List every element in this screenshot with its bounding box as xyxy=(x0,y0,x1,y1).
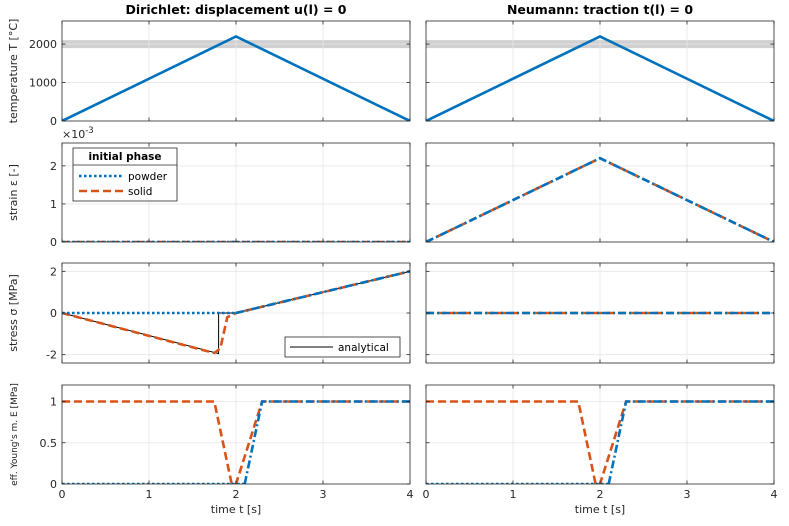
y-axis-label: stress σ [MPa] xyxy=(7,274,20,351)
x-tick-label: 4 xyxy=(407,488,414,501)
series-group xyxy=(426,156,774,242)
panel-strain-dirichlet: 0 1 2 strain ε [-] ×10-3 xyxy=(7,126,411,249)
exponent-label: ×10-3 xyxy=(62,126,94,141)
legend-phase-box xyxy=(72,147,178,202)
x-tick-label: 2 xyxy=(233,488,240,501)
x-tick-label: 2 xyxy=(597,488,604,501)
legend-analytical: analytical xyxy=(284,336,401,358)
panel-strain-neumann xyxy=(425,142,775,243)
y-tick-label: 1 xyxy=(50,396,57,409)
legend-phase-title: initial phase xyxy=(88,151,161,163)
panel-temp-dirichlet: 0 1000 2000 temperature T [°C] Dirichlet: di… xyxy=(7,2,411,128)
x-axis-label: time t [s] xyxy=(575,503,625,516)
series-powder-2 xyxy=(607,400,774,484)
series-solid-1 xyxy=(62,270,410,355)
series-powder-3 xyxy=(235,270,410,315)
panel-stress-dirichlet: -2 0 2 stress σ [MPa] xyxy=(7,262,411,364)
series-powder-1 xyxy=(426,156,774,242)
y-tick-label: -2 xyxy=(46,349,57,362)
legend-powder-label: powder xyxy=(128,171,168,183)
y-tick-label: 2 xyxy=(50,160,57,173)
series-group xyxy=(62,270,410,355)
panel-title: Dirichlet: displacement u(l) = 0 xyxy=(126,2,347,17)
x-tick-label: 1 xyxy=(510,488,517,501)
x-tick-label: 0 xyxy=(423,488,430,501)
x-tick-label: 3 xyxy=(320,488,327,501)
panel-stress-neumann xyxy=(425,262,775,364)
x-tick-label: 0 xyxy=(59,488,66,501)
panel-title: Neumann: traction t(l) = 0 xyxy=(507,2,693,17)
y-axis-label: temperature T [°C] xyxy=(7,19,20,124)
legend-analytical-box xyxy=(284,336,401,358)
series-group xyxy=(62,400,410,484)
y-axis-label: eff. Young's m. E [MPa] xyxy=(10,383,20,486)
legend-initial-phase: initial phase powder solid xyxy=(72,147,178,202)
legend-analytical-label: analytical xyxy=(338,342,389,354)
legend-solid-label: solid xyxy=(128,186,152,198)
series-powder-2 xyxy=(243,400,410,484)
x-tick-label: 3 xyxy=(684,488,691,501)
y-tick-label: 0 xyxy=(50,236,57,249)
y-tick-label: 0 xyxy=(50,115,57,128)
series-powder-0 xyxy=(426,34,774,121)
y-axis-label: strain ε [-] xyxy=(7,164,20,221)
x-axis-label: time t [s] xyxy=(211,503,261,516)
series-group xyxy=(62,34,410,121)
x-tick-label: 1 xyxy=(146,488,153,501)
y-tick-label: 1000 xyxy=(29,77,57,90)
y-tick-label: 2000 xyxy=(29,38,57,51)
panel-young-neumann: 0 1 2 3 4 time t [s] xyxy=(423,384,778,516)
y-tick-label: 0 xyxy=(50,307,57,320)
series-powder-0 xyxy=(62,34,410,121)
panel-young-dirichlet: 0 0.5 1 0 1 2 3 4 time t [s] eff. Young's m. E [M… xyxy=(10,383,414,516)
panel-temp-neumann: Neumann: traction t(l) = 0 xyxy=(425,2,775,122)
y-tick-label: 1 xyxy=(50,198,57,211)
y-tick-label: 2 xyxy=(50,265,57,278)
series-group xyxy=(426,400,774,484)
x-tick-label: 4 xyxy=(771,488,778,501)
y-tick-label: 0 xyxy=(50,478,57,491)
series-group xyxy=(426,34,774,121)
y-tick-label: 0.5 xyxy=(40,437,58,450)
